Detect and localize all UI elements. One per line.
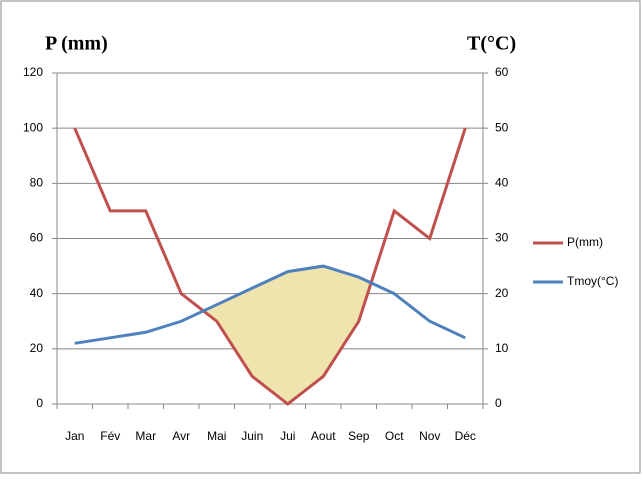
line — [74, 264, 466, 345]
legend-label: P(mm) — [567, 235, 603, 249]
y-tick-label: 80 — [30, 176, 44, 190]
y2-tick-label: 0 — [495, 396, 502, 410]
x-tick-label: Fév — [100, 429, 120, 443]
y2-axis-title: T(°C) — [467, 33, 516, 55]
y-tick-label: 100 — [23, 120, 43, 134]
y2-tick-label: 10 — [495, 341, 509, 355]
x-tick-label: Nov — [419, 429, 440, 443]
x-tick-label: Jui — [280, 429, 295, 443]
x-tick-label: Jan — [65, 429, 84, 443]
y-axis-title: P (mm) — [45, 33, 108, 55]
legend-label: Tmoy(°C) — [567, 274, 618, 288]
y2-tick-label: 30 — [495, 231, 509, 245]
x-tick-label: Sep — [348, 429, 370, 443]
y-tick-label: 60 — [30, 231, 44, 245]
x-tick-label: Juin — [241, 429, 263, 443]
x-tick-label: Avr — [172, 429, 190, 443]
line — [73, 127, 467, 406]
y-tick-label: 120 — [23, 65, 43, 79]
y-tick-label: 20 — [30, 341, 44, 355]
x-tick-label: Déc — [455, 429, 476, 443]
y-tick-label: 40 — [30, 286, 44, 300]
x-tick-label: Mar — [135, 429, 156, 443]
x-tick-label: Mai — [207, 429, 226, 443]
y2-tick-label: 20 — [495, 286, 509, 300]
y2-tick-label: 40 — [495, 176, 509, 190]
y2-tick-label: 50 — [495, 120, 509, 134]
y2-tick-label: 60 — [495, 65, 509, 79]
x-tick-label: Oct — [385, 429, 404, 443]
x-tick-label: Aout — [311, 429, 336, 443]
y-tick-label: 0 — [36, 396, 43, 410]
